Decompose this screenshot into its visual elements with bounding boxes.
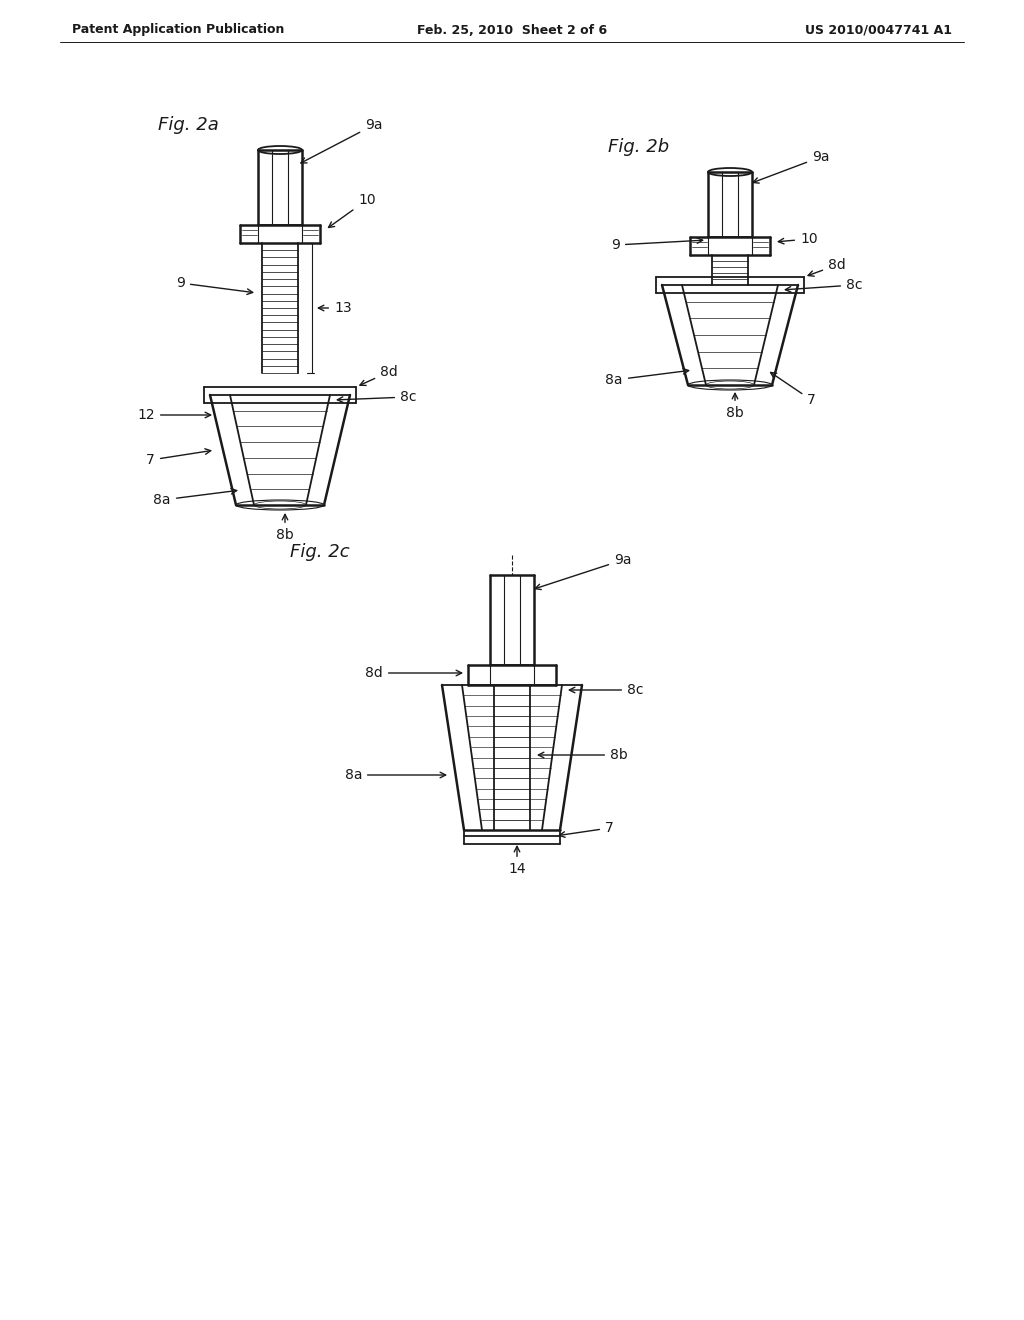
Text: 13: 13 — [318, 301, 351, 315]
Text: 8d: 8d — [360, 366, 397, 385]
Text: 7: 7 — [771, 372, 816, 407]
Text: 9a: 9a — [536, 553, 632, 590]
Text: 8a: 8a — [154, 488, 237, 507]
Text: 8d: 8d — [366, 667, 462, 680]
Text: Patent Application Publication: Patent Application Publication — [72, 24, 285, 37]
Text: Fig. 2a: Fig. 2a — [158, 116, 219, 135]
Text: 8b: 8b — [726, 393, 743, 420]
Text: 8c: 8c — [569, 682, 643, 697]
Text: US 2010/0047741 A1: US 2010/0047741 A1 — [805, 24, 952, 37]
Text: 9: 9 — [176, 276, 253, 294]
Text: 9a: 9a — [301, 117, 383, 162]
Text: Fig. 2b: Fig. 2b — [608, 139, 669, 156]
Text: 8c: 8c — [337, 389, 417, 404]
Text: Feb. 25, 2010  Sheet 2 of 6: Feb. 25, 2010 Sheet 2 of 6 — [417, 24, 607, 37]
Text: 9: 9 — [611, 238, 702, 252]
Text: 8a: 8a — [605, 368, 689, 387]
Text: 14: 14 — [508, 846, 525, 876]
Text: 8c: 8c — [785, 279, 862, 292]
Text: 8a: 8a — [344, 768, 445, 781]
Text: Fig. 2c: Fig. 2c — [290, 543, 349, 561]
Text: 8d: 8d — [808, 257, 846, 276]
Text: 8b: 8b — [276, 515, 294, 543]
Text: 8b: 8b — [539, 748, 628, 762]
Text: 10: 10 — [778, 232, 817, 246]
Text: 7: 7 — [559, 821, 613, 837]
Text: 7: 7 — [146, 449, 211, 467]
Text: 12: 12 — [137, 408, 211, 422]
Text: 9a: 9a — [753, 150, 829, 183]
Text: 10: 10 — [329, 193, 376, 227]
